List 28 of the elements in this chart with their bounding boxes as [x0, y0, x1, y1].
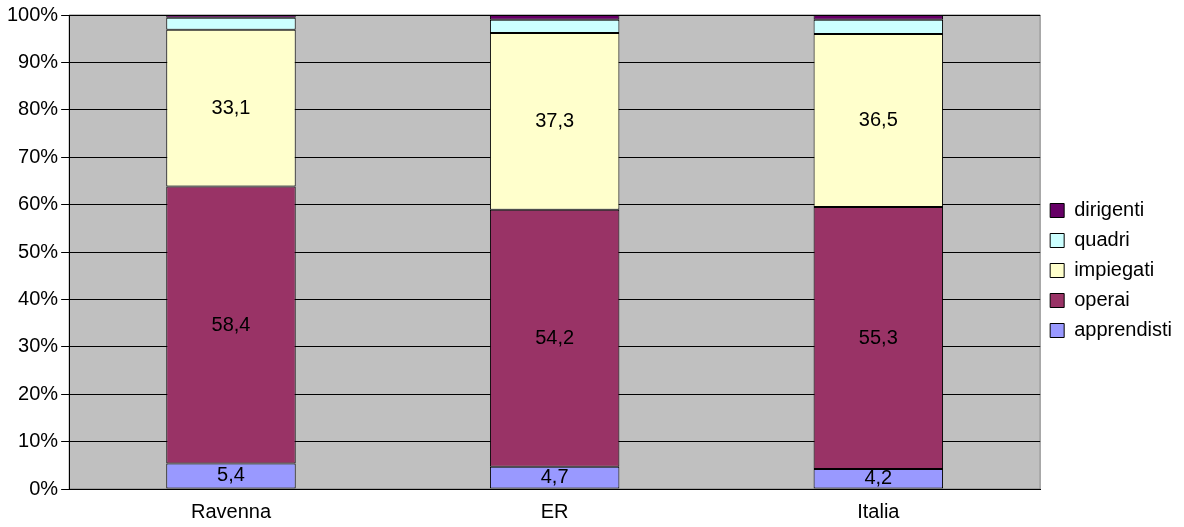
- x-tick-label: ER: [540, 499, 569, 522]
- legend-label: dirigenti: [1074, 198, 1145, 221]
- y-tick-label: 40%: [18, 286, 59, 309]
- data-label: 37,3: [535, 108, 575, 131]
- legend-label: operai: [1074, 288, 1130, 311]
- legend-label: quadri: [1074, 228, 1130, 251]
- data-label: 4,7: [540, 465, 569, 488]
- y-tick-label: 30%: [18, 334, 59, 357]
- data-label: 54,2: [535, 325, 575, 348]
- data-label: 55,3: [858, 325, 898, 348]
- data-label: 33,1: [211, 95, 251, 118]
- y-tick-label: 100%: [7, 2, 59, 25]
- legend-label: impiegati: [1074, 258, 1155, 281]
- data-label: 4,2: [864, 466, 893, 489]
- y-tick-label: 90%: [18, 49, 59, 72]
- y-tick-label: 10%: [18, 429, 59, 452]
- x-tick-label: Ravenna: [190, 499, 272, 522]
- y-tick-label: 80%: [18, 97, 59, 120]
- y-tick-label: 0%: [29, 476, 59, 499]
- y-tick-label: 50%: [18, 239, 59, 262]
- data-label: 58,4: [211, 312, 251, 335]
- legend-label: apprendisti: [1074, 318, 1172, 341]
- y-tick-label: 20%: [18, 381, 59, 404]
- y-tick-label: 60%: [18, 192, 59, 215]
- x-tick-label: Italia: [857, 499, 901, 522]
- data-label: 5,4: [217, 463, 245, 486]
- data-label: 36,5: [858, 107, 898, 130]
- y-tick-label: 70%: [18, 144, 59, 167]
